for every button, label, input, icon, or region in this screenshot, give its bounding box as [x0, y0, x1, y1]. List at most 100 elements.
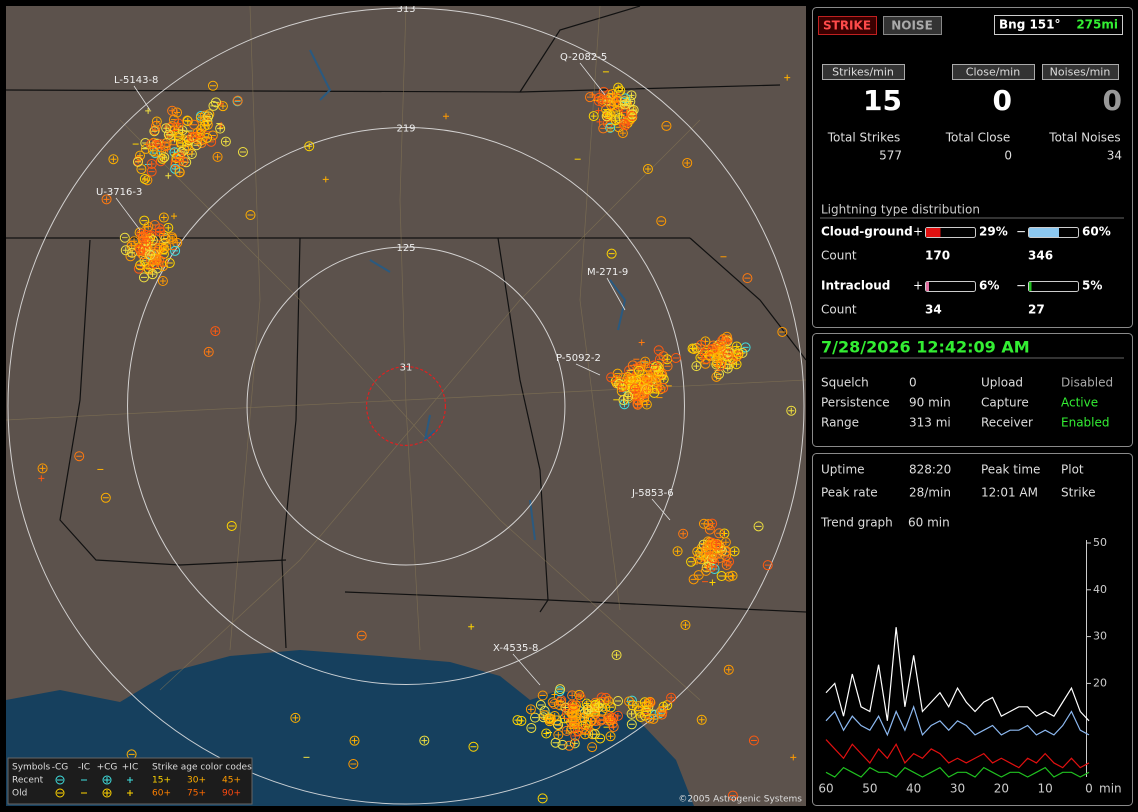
strike-symbol [38, 475, 45, 482]
strike-symbol [215, 123, 226, 134]
strike-symbol [146, 159, 157, 170]
trend-line [825, 739, 1090, 769]
strike-symbol [721, 559, 732, 570]
strike-symbol [212, 151, 223, 162]
noise-button-label[interactable]: NOISE [891, 19, 933, 33]
strike-symbol [610, 107, 621, 118]
cluster-label: U-3716-3 [96, 187, 142, 198]
strike-symbol [544, 714, 555, 725]
strike-symbol [722, 348, 733, 359]
strike-symbol [157, 276, 168, 286]
strike-symbol [724, 571, 735, 582]
strike-symbol [553, 720, 564, 731]
x-unit: min [1099, 782, 1122, 796]
strike-symbol [605, 731, 616, 742]
distance: 275mi [1076, 18, 1118, 32]
strike-symbol [173, 131, 184, 142]
label-pointer [651, 498, 671, 521]
strike-symbol [74, 451, 85, 462]
strike-symbol [670, 352, 681, 363]
strike-symbol [512, 715, 523, 726]
bearing: Bng 151° [999, 18, 1061, 32]
legend-symbol [127, 777, 133, 783]
strike-symbol [641, 385, 652, 396]
strike-symbol [132, 156, 143, 167]
road [579, 6, 621, 611]
session-cell: Persistence [821, 396, 890, 410]
strike-symbol [617, 128, 628, 139]
strike-symbol [641, 399, 652, 410]
strike-symbol [119, 232, 130, 243]
x-tick-label: 10 [1038, 782, 1053, 796]
strike-symbol [693, 570, 704, 581]
strike-symbol [587, 742, 598, 753]
strike-symbol [147, 269, 158, 280]
legend-age: 75+ [187, 789, 206, 799]
strike-symbol [468, 741, 479, 752]
strike-symbol [154, 223, 165, 234]
strike-symbol [678, 528, 689, 539]
noise-button[interactable] [883, 16, 942, 35]
strike-symbol [742, 273, 753, 284]
strike-symbol [653, 345, 664, 356]
strike-symbol [153, 245, 164, 256]
strike-symbol [610, 115, 621, 126]
border [281, 237, 301, 649]
strike-symbol [645, 696, 656, 707]
rate-label-box [822, 64, 905, 80]
legend-symbol [127, 790, 133, 796]
legend-title: Symbols [12, 763, 51, 773]
border [59, 239, 287, 566]
percent: 29% [979, 225, 1008, 239]
strike-symbol [626, 708, 637, 719]
strike-symbol [696, 714, 707, 725]
strike-symbol [290, 712, 301, 723]
road [159, 119, 701, 691]
strike-button[interactable] [818, 16, 877, 35]
strike-symbol [729, 546, 740, 557]
strike-symbol [174, 167, 185, 178]
session-cell: 0 [909, 376, 917, 390]
strike-symbol [167, 233, 178, 244]
strike-symbol [698, 518, 709, 529]
stats-cell: Uptime [821, 463, 865, 477]
strike-symbol [348, 758, 359, 769]
strike-symbol [145, 250, 156, 261]
session-cell: Receiver [981, 416, 1033, 430]
strike-symbol [629, 383, 640, 394]
strike-symbol [717, 335, 728, 346]
strike-symbol [196, 124, 207, 135]
strike-symbol [595, 107, 602, 114]
strike-symbol [753, 521, 764, 532]
rate-value: 0 [993, 84, 1012, 117]
strike-symbol [606, 248, 617, 259]
x-tick-label: 20 [994, 782, 1009, 796]
strike-symbol [619, 96, 630, 107]
strike-symbol [602, 109, 613, 120]
stats-panel [812, 453, 1133, 806]
percent: 6% [979, 279, 999, 293]
cluster-label: X-4535-8 [493, 643, 538, 654]
strike-symbol [210, 326, 221, 337]
label-pointer [606, 277, 626, 311]
stats-cell: Peak time [981, 463, 1040, 477]
strike-symbol [150, 121, 161, 132]
strike-symbol [159, 152, 170, 163]
road [399, 6, 421, 651]
session-cell: Upload [981, 376, 1023, 390]
x-tick-label: 40 [906, 782, 921, 796]
strike-symbol [120, 245, 131, 256]
session-cell: Active [1061, 396, 1098, 410]
strike-symbol [648, 360, 659, 371]
strike-symbol [692, 546, 703, 557]
x-tick-label: 60 [818, 782, 833, 796]
border [689, 237, 806, 361]
session-cell: Disabled [1061, 376, 1113, 390]
strike-symbol [245, 209, 256, 220]
strike-symbol [662, 361, 673, 372]
x-tick-label: 30 [950, 782, 965, 796]
range-ring [127, 127, 685, 685]
strike-symbol [598, 123, 609, 134]
strike-button-label[interactable]: STRIKE [823, 19, 871, 33]
strike-symbol [164, 258, 175, 269]
